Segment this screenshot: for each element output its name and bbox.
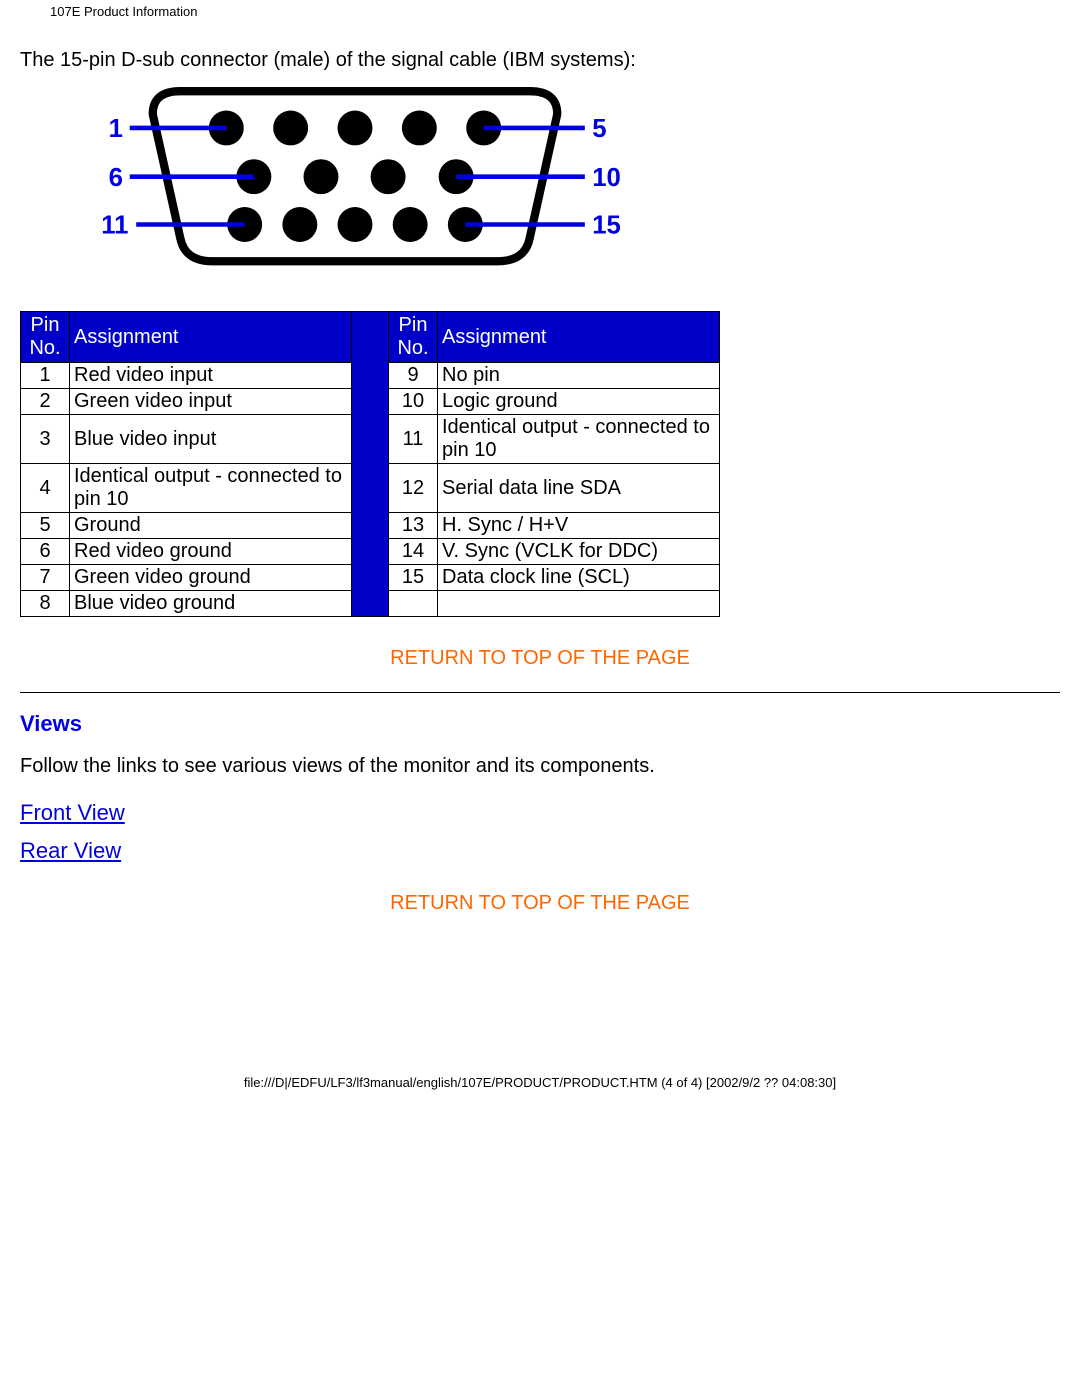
footer-path: file:///D|/EDFU/LF3/lf3manual/english/10… xyxy=(20,1075,1060,1100)
return-top-link[interactable]: RETURN TO TOP OF THE PAGE xyxy=(390,647,690,669)
pin-dot xyxy=(273,110,308,145)
pin-assignment-table: Pin No. Assignment Pin No. Assignment 1 … xyxy=(20,311,720,617)
pin-label-10: 10 xyxy=(592,164,621,192)
front-view-link[interactable]: Front View xyxy=(20,800,125,826)
col-header-pin-right: Pin No. xyxy=(389,312,438,363)
pin-dot xyxy=(393,207,428,242)
pin-label-5: 5 xyxy=(592,115,606,143)
page-header: 107E Product Information xyxy=(20,0,1060,23)
pin-label-1: 1 xyxy=(109,115,123,143)
pin-label-11: 11 xyxy=(101,212,128,240)
connector-diagram: 1 5 6 10 11 15 xyxy=(70,82,1060,281)
divider xyxy=(20,692,1060,693)
pin-dot xyxy=(338,207,373,242)
rear-view-link[interactable]: Rear View xyxy=(20,838,121,864)
views-intro: Follow the links to see various views of… xyxy=(20,755,1060,778)
views-heading: Views xyxy=(20,711,1060,737)
pin-dot xyxy=(304,159,339,194)
pin-label-15: 15 xyxy=(592,212,621,240)
col-header-pin-left: Pin No. xyxy=(21,312,70,363)
intro-text: The 15-pin D-sub connector (male) of the… xyxy=(20,49,1060,72)
table-spacer xyxy=(352,312,389,617)
pin-label-6: 6 xyxy=(109,164,123,192)
col-header-assign-left: Assignment xyxy=(70,312,352,363)
pin-dot xyxy=(371,159,406,194)
return-top-link[interactable]: RETURN TO TOP OF THE PAGE xyxy=(390,892,690,914)
pin-dot xyxy=(338,110,373,145)
pin-dot xyxy=(282,207,317,242)
pin-dot xyxy=(402,110,437,145)
col-header-assign-right: Assignment xyxy=(438,312,720,363)
